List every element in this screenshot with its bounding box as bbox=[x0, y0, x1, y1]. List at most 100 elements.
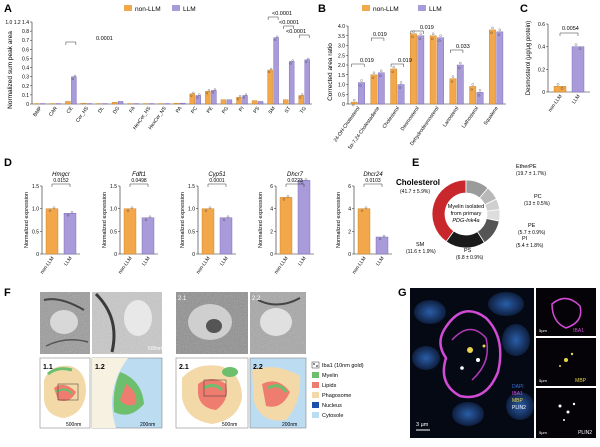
x-tick-label: PA bbox=[175, 105, 184, 114]
x-tick-label: CAR bbox=[48, 105, 59, 117]
x-tick-label: non-LLM bbox=[547, 94, 563, 114]
donut-center-text: PDG-Ink4a bbox=[452, 218, 479, 224]
y-tick-label: 0.5 bbox=[22, 56, 29, 62]
tile-label: 2.2 bbox=[253, 364, 263, 371]
significance-bracket bbox=[130, 184, 148, 187]
bar-nonllm bbox=[410, 34, 416, 104]
y-tick-label: 1.0 bbox=[32, 207, 39, 213]
significance-bracket bbox=[371, 38, 384, 41]
panel-d-letter: D bbox=[4, 157, 12, 169]
scale-bar-label: 500nm bbox=[222, 422, 237, 428]
bar-nonllm bbox=[268, 70, 273, 104]
y-tick-label: 1.0 bbox=[110, 207, 117, 213]
data-point bbox=[192, 92, 194, 94]
legend-label-nonllm: non-LLM bbox=[373, 6, 399, 13]
panel-f-legend: Iba1 (10nm gold) Myelin Lipids Phagosome… bbox=[312, 362, 364, 419]
data-point bbox=[472, 83, 474, 85]
p-value: 0.0498 bbox=[131, 178, 147, 184]
panel-a-pvalue: 0.0001 bbox=[96, 36, 113, 42]
legend-label: Myelin bbox=[322, 373, 338, 379]
legend-swatch bbox=[312, 392, 319, 398]
y-axis-label: Normalized expression bbox=[258, 192, 264, 248]
y-tick-label: 0 bbox=[270, 252, 273, 258]
scale-bar-label: 5µm bbox=[539, 378, 548, 383]
bar-nonllm bbox=[283, 100, 288, 104]
data-point bbox=[214, 89, 216, 91]
panel-a-pvalue: <0.0001 bbox=[286, 29, 306, 35]
em-image-1-1 bbox=[40, 292, 90, 354]
x-tick-label: DL bbox=[97, 106, 106, 115]
panel-b-chart: 00.51.01.52.02.53.03.54.024-OH-Cholester… bbox=[333, 24, 506, 151]
data-point bbox=[365, 207, 367, 209]
data-point bbox=[292, 60, 294, 62]
bar-llm bbox=[274, 38, 279, 104]
panel-c-letter: C bbox=[520, 3, 528, 15]
bar-llm bbox=[142, 218, 154, 254]
bar-nonllm bbox=[202, 209, 214, 254]
em-image-1-2: 500nm bbox=[92, 292, 163, 354]
y-tick-label: 2.0 bbox=[338, 63, 345, 69]
data-point bbox=[208, 89, 210, 91]
y-tick-label: 0.7 bbox=[22, 38, 29, 44]
slice-pct-pe: (5.7 ± 0.9%) bbox=[518, 230, 546, 236]
significance-bracket bbox=[299, 35, 309, 38]
panel-f-letter: F bbox=[4, 287, 11, 299]
scale-bar-label: 200nm bbox=[140, 422, 155, 428]
scale-bar-label: 500nm bbox=[66, 422, 81, 428]
data-point bbox=[383, 235, 385, 237]
bar-nonllm bbox=[252, 101, 257, 104]
data-point bbox=[287, 195, 289, 197]
channel-legend: DAPI bbox=[512, 384, 524, 390]
x-tick-label: non-LLM bbox=[273, 256, 289, 276]
channel-legend: PLIN2 bbox=[512, 405, 526, 411]
y-tick-label: 4 bbox=[270, 207, 273, 213]
y-tick-label: 2 bbox=[348, 229, 351, 235]
y-axis-label: Normalized expression bbox=[24, 192, 30, 248]
x-tick-label: non-LLM bbox=[39, 256, 55, 276]
donut-center-text: from primary bbox=[451, 211, 482, 217]
x-tick-label: Cer_HS bbox=[75, 105, 90, 124]
significance-bracket bbox=[364, 184, 382, 187]
panel-c-pvalue: 0.0054 bbox=[562, 26, 579, 32]
panel-a-legend: non-LLM LLM bbox=[124, 5, 196, 13]
donut-center-text: Myelin isolated bbox=[448, 204, 484, 210]
y-tick-label: 0.5 bbox=[338, 92, 345, 98]
x-tick-label: Lathosterol bbox=[461, 106, 480, 130]
x-tick-label: DG bbox=[112, 106, 121, 116]
panel-b-letter: B bbox=[318, 3, 326, 15]
y-tick-label: 1.5 bbox=[338, 73, 345, 79]
legend-label-nonllm: non-LLM bbox=[135, 6, 161, 13]
bar-nonllm bbox=[81, 103, 86, 104]
x-tick-label: LLM bbox=[141, 256, 151, 267]
bar-nonllm bbox=[371, 75, 377, 104]
x-tick-label: Cholesterol bbox=[382, 106, 401, 130]
x-tick-label: TG bbox=[299, 106, 308, 115]
y-axis-label: Normalized expression bbox=[180, 192, 186, 248]
y-tick-label: 0 bbox=[36, 252, 39, 258]
legend-label: Phagosome bbox=[322, 393, 351, 399]
legend-label: Iba1 (10nm gold) bbox=[322, 363, 364, 369]
panel-b-pvalue: 0.019 bbox=[420, 25, 434, 31]
y-axis-label: Normalized expression bbox=[336, 192, 342, 248]
x-tick-label: PC bbox=[190, 105, 199, 114]
p-value: 0.0152 bbox=[53, 178, 69, 184]
y-tick-label: 6 bbox=[348, 184, 351, 190]
y-tick-label: 1.0 bbox=[338, 83, 345, 89]
bar-nonllm bbox=[351, 102, 357, 104]
y-tick-label: 4 bbox=[348, 207, 351, 213]
data-point bbox=[432, 33, 434, 35]
y-tick-label: 0.5 bbox=[32, 229, 39, 235]
tile-label: 2.2 bbox=[252, 296, 261, 302]
data-point bbox=[440, 35, 442, 37]
bar-nonllm bbox=[554, 86, 566, 92]
slice-pct-pi: (5.4 ± 1.8%) bbox=[516, 243, 544, 249]
y-tick-label: 3.0 bbox=[338, 44, 345, 50]
legend-swatch-llm bbox=[418, 5, 426, 11]
bar-llm bbox=[118, 101, 123, 104]
y-tick-label: 0.2 bbox=[538, 67, 545, 73]
x-tick-label: PE bbox=[206, 105, 215, 114]
scale-bar-label: 200nm bbox=[282, 422, 297, 428]
p-value: 0.0001 bbox=[209, 178, 225, 184]
